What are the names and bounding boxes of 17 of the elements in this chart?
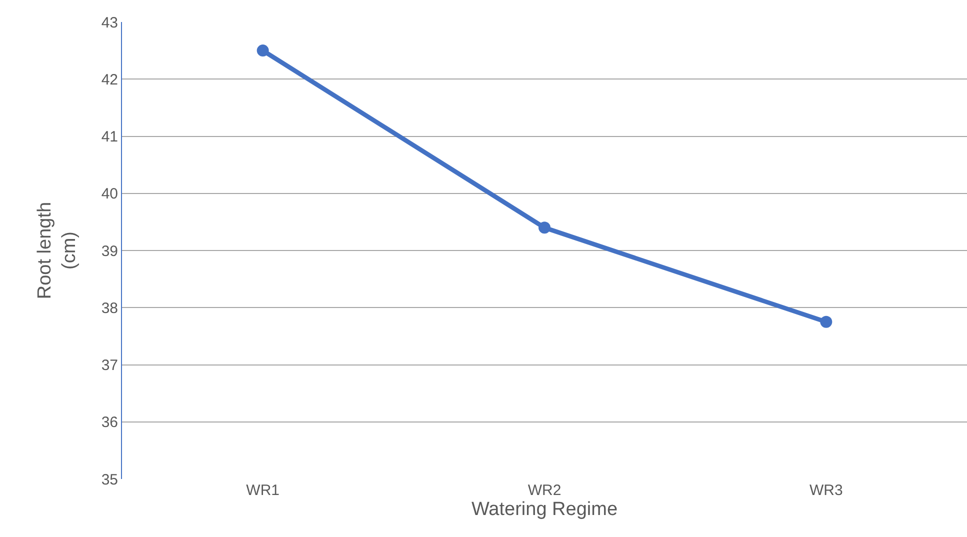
y-tick-label: 40: [101, 186, 118, 203]
x-axis-title: Watering Regime: [471, 499, 618, 520]
y-tick-label: 39: [101, 242, 118, 260]
y-tick-label: 37: [101, 357, 118, 374]
point: [256, 44, 269, 57]
x-tick-label: WR3: [810, 482, 843, 499]
x-tick-label: WR2: [528, 482, 562, 499]
y-tick-label: 42: [101, 71, 118, 88]
point: [538, 222, 550, 234]
y-tick-label: 35: [101, 471, 118, 488]
x-tick-label: WR1: [246, 482, 280, 499]
y-tick-label: 41: [101, 128, 118, 146]
y-tick-label: 36: [101, 414, 118, 432]
y-axis-title: Root length (cm): [34, 202, 80, 300]
y-tick-label: 38: [101, 300, 118, 317]
point: [820, 316, 832, 328]
y-tick-label: 43: [101, 14, 118, 32]
